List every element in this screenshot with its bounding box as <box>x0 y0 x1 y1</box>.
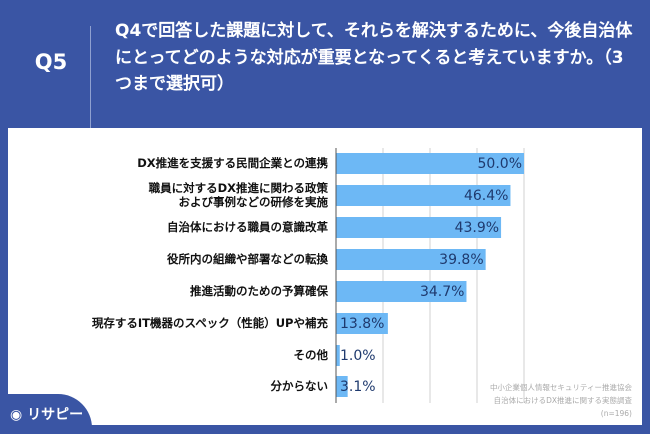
bar <box>336 281 467 302</box>
data-label: 43.9% <box>455 220 499 236</box>
data-label: 1.0% <box>340 348 376 364</box>
category-label: 現存するIT機器のスペック（性能）UPや補充 <box>92 316 329 330</box>
data-label: 34.7% <box>420 284 464 300</box>
divider <box>90 26 91 132</box>
category-label: および事例などの研修を実施 <box>179 195 329 209</box>
question-number: Q5 <box>34 50 68 74</box>
bar <box>336 376 348 397</box>
logo: ◉ リサピー <box>10 407 84 423</box>
chart-card <box>8 128 642 425</box>
logo-tab <box>0 394 92 434</box>
category-label: その他 <box>294 348 329 362</box>
data-label: 3.1% <box>340 379 376 395</box>
bar <box>336 217 502 238</box>
logo-text: リサピー <box>27 407 84 423</box>
bar <box>336 313 388 334</box>
bar <box>336 185 511 206</box>
data-label: 50.0% <box>478 156 522 172</box>
category-label: DX推進を支援する民間企業との連携 <box>137 156 328 170</box>
category-label: 推進活動のための予算確保 <box>190 284 328 298</box>
data-label: 46.4% <box>464 188 508 204</box>
bar <box>336 249 486 270</box>
question-text: Q4で回答した課題に対して、それらを解決するために、今後自治体にとってどのような… <box>115 21 633 94</box>
source-line-3: (n=196) <box>600 409 632 418</box>
category-label: 分からない <box>271 379 329 393</box>
source-note: 中小企業個人情報セキュリティー推進協会 自治体におけるDX推進に関する実態調査 … <box>490 381 632 420</box>
category-label: 職員に対するDX推進に関わる政策 <box>149 181 329 195</box>
source-line-1: 中小企業個人情報セキュリティー推進協会 <box>489 383 632 392</box>
category-label: 自治体における職員の意識改革 <box>167 220 328 234</box>
data-label: 13.8% <box>340 316 384 332</box>
bar <box>336 153 524 174</box>
bar <box>336 345 340 366</box>
source-line-2: 自治体におけるDX推進に関する実態調査 <box>493 396 632 405</box>
category-label: 役所内の組織や部署などの転換 <box>167 252 328 266</box>
data-label: 39.8% <box>439 252 483 268</box>
